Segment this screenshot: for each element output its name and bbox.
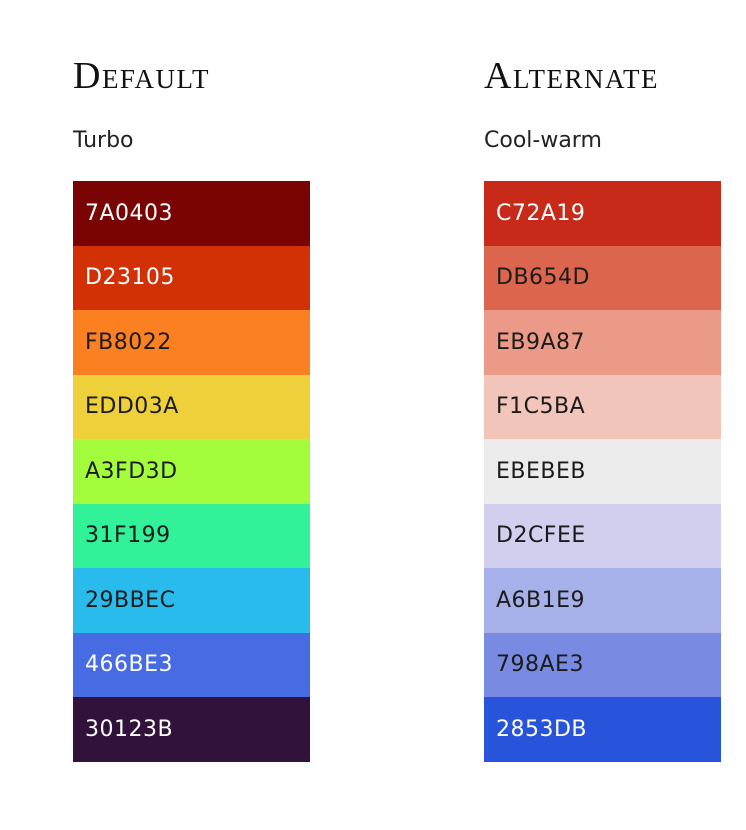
swatch-list: C72A19 DB654D EB9A87 F1C5BA EBEBEB D2CFE…	[484, 181, 721, 762]
color-swatch: FB8022	[73, 310, 310, 375]
color-swatch: EB9A87	[484, 310, 721, 375]
color-swatch: 31F199	[73, 503, 310, 568]
swatch-hex-label: 7A0403	[85, 200, 174, 226]
palette-subtitle: Turbo	[73, 128, 134, 153]
color-swatch: A6B1E9	[484, 568, 721, 633]
color-swatch: 7A0403	[73, 181, 310, 246]
swatch-hex-label: D2CFEE	[496, 523, 586, 549]
palette-heading: Alternate	[484, 55, 659, 97]
color-swatch: 30123B	[73, 697, 310, 762]
swatch-hex-label: C72A19	[496, 200, 586, 226]
swatch-hex-label: 2853DB	[496, 716, 588, 742]
swatch-list: 7A0403 D23105 FB8022 EDD03A A3FD3D 31F19…	[73, 181, 310, 762]
color-swatch: 29BBEC	[73, 568, 310, 633]
color-swatch: DB654D	[484, 245, 721, 310]
swatch-hex-label: F1C5BA	[496, 394, 586, 420]
swatch-hex-label: 29BBEC	[85, 587, 176, 613]
swatch-hex-label: 798AE3	[496, 652, 584, 678]
swatch-hex-label: EB9A87	[496, 329, 586, 355]
color-swatch: A3FD3D	[73, 439, 310, 504]
swatch-hex-label: 466BE3	[85, 652, 173, 678]
swatch-hex-label: 30123B	[85, 716, 174, 742]
swatch-hex-label: A6B1E9	[496, 587, 586, 613]
swatch-hex-label: FB8022	[85, 329, 172, 355]
color-swatch: 798AE3	[484, 632, 721, 697]
color-swatch: 466BE3	[73, 632, 310, 697]
palette-subtitle: Cool-warm	[484, 128, 602, 153]
color-swatch: 2853DB	[484, 697, 721, 762]
color-swatch: EBEBEB	[484, 439, 721, 504]
color-swatch: C72A19	[484, 181, 721, 246]
swatch-hex-label: DB654D	[496, 265, 590, 291]
color-swatch: F1C5BA	[484, 374, 721, 439]
swatch-hex-label: EDD03A	[85, 394, 179, 420]
palette-heading: Default	[73, 55, 210, 97]
color-swatch: EDD03A	[73, 374, 310, 439]
color-swatch: D2CFEE	[484, 503, 721, 568]
swatch-hex-label: 31F199	[85, 523, 171, 549]
swatch-hex-label: EBEBEB	[496, 458, 586, 484]
color-swatch: D23105	[73, 245, 310, 310]
swatch-hex-label: A3FD3D	[85, 458, 178, 484]
swatch-hex-label: D23105	[85, 265, 175, 291]
